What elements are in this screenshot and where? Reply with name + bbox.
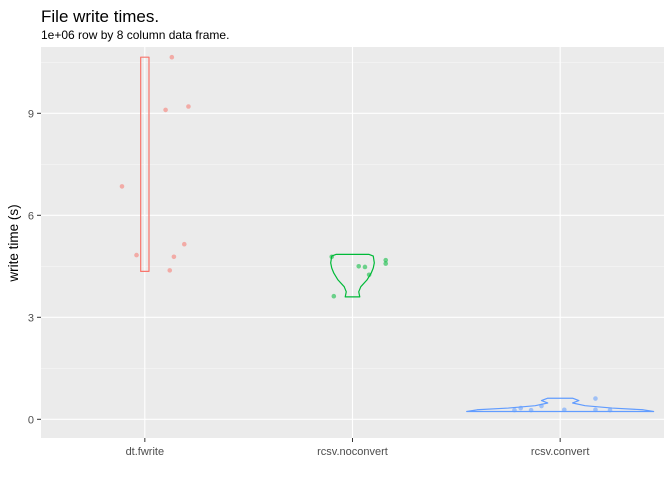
data-point	[329, 254, 335, 260]
data-point	[171, 254, 177, 260]
grid-lines	[41, 47, 664, 438]
data-point	[593, 396, 598, 401]
y-axis-title: write time (s)	[6, 204, 21, 282]
data-point	[528, 407, 534, 413]
data-point	[169, 54, 175, 60]
x-tick-label: rcsv.convert	[531, 446, 589, 458]
data-point	[181, 241, 187, 247]
violin-rcsv.convert	[466, 397, 655, 413]
y-tick-label: 6	[28, 210, 34, 222]
data-point	[593, 407, 598, 413]
chart-marks	[119, 54, 655, 413]
y-tick-label: 3	[28, 312, 34, 324]
violin-rcsv.noconvert	[330, 253, 375, 298]
data-point	[134, 252, 139, 258]
data-point	[366, 272, 372, 278]
axes: 0 3 6 9 dt.fwrite rcsv.noconvert rcsv.convert	[28, 108, 590, 458]
chart-subtitle: 1e+06 row by 8 column data frame.	[41, 28, 229, 42]
data-point	[562, 407, 567, 413]
x-tick-label: dt.fwrite	[126, 446, 165, 458]
x-tick-label: rcsv.noconvert	[317, 446, 388, 458]
y-tick-label: 0	[28, 414, 34, 426]
data-point	[331, 293, 337, 299]
data-point	[362, 264, 368, 270]
data-point	[119, 184, 125, 189]
data-point	[383, 261, 389, 266]
data-point	[518, 405, 524, 411]
data-point	[607, 407, 613, 413]
y-tick-label: 9	[28, 108, 34, 120]
data-point	[383, 257, 389, 263]
data-point	[512, 407, 517, 413]
data-point	[186, 104, 191, 109]
data-point	[167, 268, 173, 273]
data-point	[539, 403, 544, 409]
chart-title: File write times.	[41, 7, 159, 26]
violin-dt.fwrite	[140, 56, 150, 272]
data-point	[356, 264, 362, 269]
data-point	[163, 107, 168, 113]
